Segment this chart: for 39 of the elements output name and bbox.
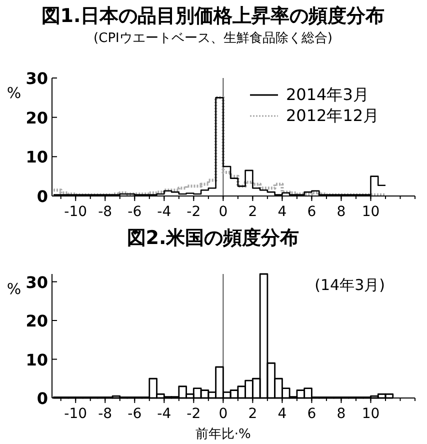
y-tick-label: 30 <box>26 69 48 88</box>
x-tick-label: 6 <box>307 204 316 220</box>
x-tick-label: -2 <box>186 406 201 422</box>
x-tick-label: 10 <box>362 406 380 422</box>
legend-label: 2012年12月 <box>286 106 380 125</box>
x-tick-label: -10 <box>64 406 88 422</box>
x-tick-label: 6 <box>307 406 316 422</box>
x-tick-label: 10 <box>362 204 380 220</box>
y-axis-title: % <box>6 280 22 298</box>
y-tick-label: 10 <box>26 148 48 167</box>
chart-subtitle: (CPIウエートベース、生鮮食品除く総合) <box>94 31 332 46</box>
x-tick-label: -8 <box>98 204 112 220</box>
x-tick-label: 2 <box>248 204 258 220</box>
x-tick-label: -10 <box>64 204 88 220</box>
x-tick-label: 4 <box>278 406 287 422</box>
y-tick-label: 10 <box>26 350 48 370</box>
y-tick-label: 0 <box>36 389 48 408</box>
x-tick-label: 8 <box>336 204 346 220</box>
x-tick-label: -8 <box>98 406 112 422</box>
chart-title: 図1.日本の品目別価格上昇率の頻度分布 <box>41 5 385 27</box>
y-tick-label: 30 <box>26 272 48 292</box>
x-tick-label: 0 <box>218 406 228 422</box>
annotation: (14年3月) <box>314 276 385 294</box>
x-tick-label: 8 <box>336 406 346 422</box>
x-tick-label: -6 <box>128 204 142 220</box>
x-tick-label: -4 <box>157 204 172 220</box>
chart-title: 図2.米国の頻度分布 <box>126 227 300 249</box>
x-tick-label: -4 <box>157 406 172 422</box>
y-tick-label: 0 <box>36 187 48 206</box>
x-tick-label: 4 <box>278 204 287 220</box>
y-tick-label: 20 <box>26 312 48 330</box>
x-tick-label: 2 <box>248 406 258 422</box>
y-tick-label: 20 <box>26 108 48 128</box>
y-axis-title: % <box>6 84 22 102</box>
x-tick-label: -6 <box>128 406 142 422</box>
legend-label: 2014年3月 <box>286 85 369 104</box>
x-tick-label: -2 <box>186 204 201 220</box>
x-axis-title: 前年比·% <box>195 427 251 442</box>
x-tick-label: 0 <box>218 204 228 220</box>
